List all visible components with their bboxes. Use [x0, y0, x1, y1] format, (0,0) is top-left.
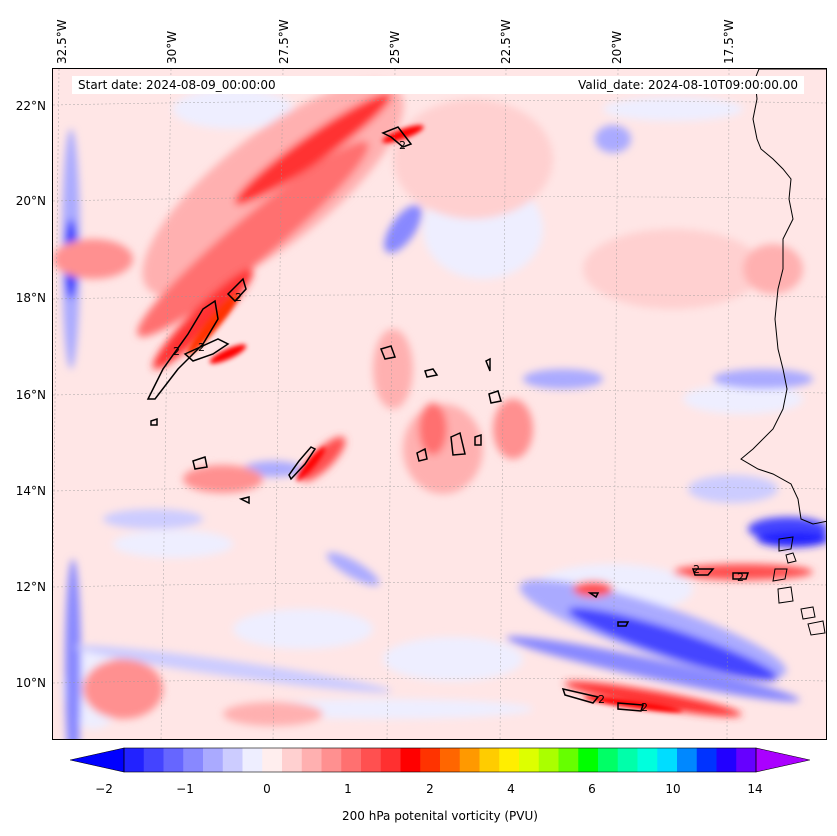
colorbar-cell — [400, 748, 421, 772]
colorbar-cell — [716, 748, 737, 772]
colorbar-cell — [183, 748, 204, 772]
contour-label: 2 — [598, 693, 605, 706]
colorbar-cell — [124, 748, 145, 772]
colorbar-cell — [222, 748, 243, 772]
colorbar-cell — [282, 748, 303, 772]
colorbar-tick: 4 — [507, 782, 515, 796]
colorbar-tick: 14 — [747, 782, 763, 796]
colorbar-cell — [617, 748, 638, 772]
coastline — [740, 69, 826, 636]
colorbar-outline — [123, 747, 757, 773]
lon-label-32-5w: 32.5°W — [55, 19, 69, 64]
colorbar-title: 200 hPa potenital vorticity (PVU) — [342, 809, 538, 823]
colorbar-cell — [143, 748, 164, 772]
contour-label: 2 — [641, 701, 648, 714]
lat-label-18n: 18°N — [15, 291, 46, 305]
lon-label-27-5w: 27.5°W — [277, 19, 291, 64]
colorbar-cell — [538, 748, 559, 772]
colorbar-tick: −1 — [176, 782, 194, 796]
lat-label-22n: 22°N — [15, 99, 46, 113]
colorbar-cell — [440, 748, 461, 772]
colorbar — [70, 747, 810, 773]
field-shading — [53, 81, 826, 739]
colorbar-tick: 1 — [344, 782, 352, 796]
lon-label-20w: 20°W — [610, 30, 624, 64]
lon-label-17-5w: 17.5°W — [722, 19, 736, 64]
colorbar-cell — [242, 748, 263, 772]
contour-label: 2 — [198, 341, 205, 354]
graticule — [53, 69, 826, 739]
lat-label-10n: 10°N — [15, 676, 46, 690]
colorbar-extend-left — [70, 747, 125, 773]
lat-label-12n: 12°N — [15, 580, 46, 594]
colorbar-cell — [677, 748, 698, 772]
colorbar-cell — [637, 748, 658, 772]
colorbar-cell — [301, 748, 322, 772]
colorbar-cell — [361, 748, 382, 772]
colorbar-cell — [736, 748, 757, 772]
colorbar-cell — [321, 748, 342, 772]
lat-label-20n: 20°N — [15, 194, 46, 208]
colorbar-cell — [262, 748, 283, 772]
valid-date-label: Valid_date: 2024-08-10T09:00:00.00 — [432, 76, 804, 94]
colorbar-cell — [459, 748, 480, 772]
pv-field-map: 2 2 2 2 2 2 2 2 — [53, 69, 826, 739]
colorbar-tick: 0 — [263, 782, 271, 796]
colorbar-cell — [558, 748, 579, 772]
lon-label-25w: 25°W — [388, 30, 402, 64]
colorbar-cell — [578, 748, 599, 772]
contour-label: 2 — [737, 571, 744, 584]
lon-label-22-5w: 22.5°W — [499, 19, 513, 64]
colorbar-cell — [657, 748, 678, 772]
contour-label: 2 — [173, 345, 180, 358]
map-panel: 2 2 2 2 2 2 2 2 — [52, 68, 827, 740]
colorbar-tick: −2 — [95, 782, 113, 796]
colorbar-cell — [341, 748, 362, 772]
colorbar-cell — [499, 748, 520, 772]
colorbar-cell — [380, 748, 401, 772]
colorbar-tick: 6 — [588, 782, 596, 796]
colorbar-cell — [519, 748, 540, 772]
colorbar-cell — [696, 748, 717, 772]
contour-label: 2 — [235, 291, 242, 304]
colorbar-cell — [163, 748, 184, 772]
colorbar-cells — [124, 748, 757, 772]
contour-label: 2 — [399, 139, 406, 152]
colorbar-cell — [420, 748, 441, 772]
pv-2-contours — [146, 126, 750, 712]
colorbar-extend-right — [755, 747, 810, 773]
colorbar-cell — [479, 748, 500, 772]
lon-label-30w: 30°W — [165, 30, 179, 64]
colorbar-cell — [203, 748, 224, 772]
lat-label-14n: 14°N — [15, 484, 46, 498]
colorbar-cell — [598, 748, 619, 772]
contour-label: 2 — [693, 563, 700, 576]
colorbar-tick: 2 — [426, 782, 434, 796]
colorbar-tick: 10 — [665, 782, 681, 796]
lat-label-16n: 16°N — [15, 388, 46, 402]
start-date-label: Start date: 2024-08-09_00:00:00 — [72, 76, 438, 94]
